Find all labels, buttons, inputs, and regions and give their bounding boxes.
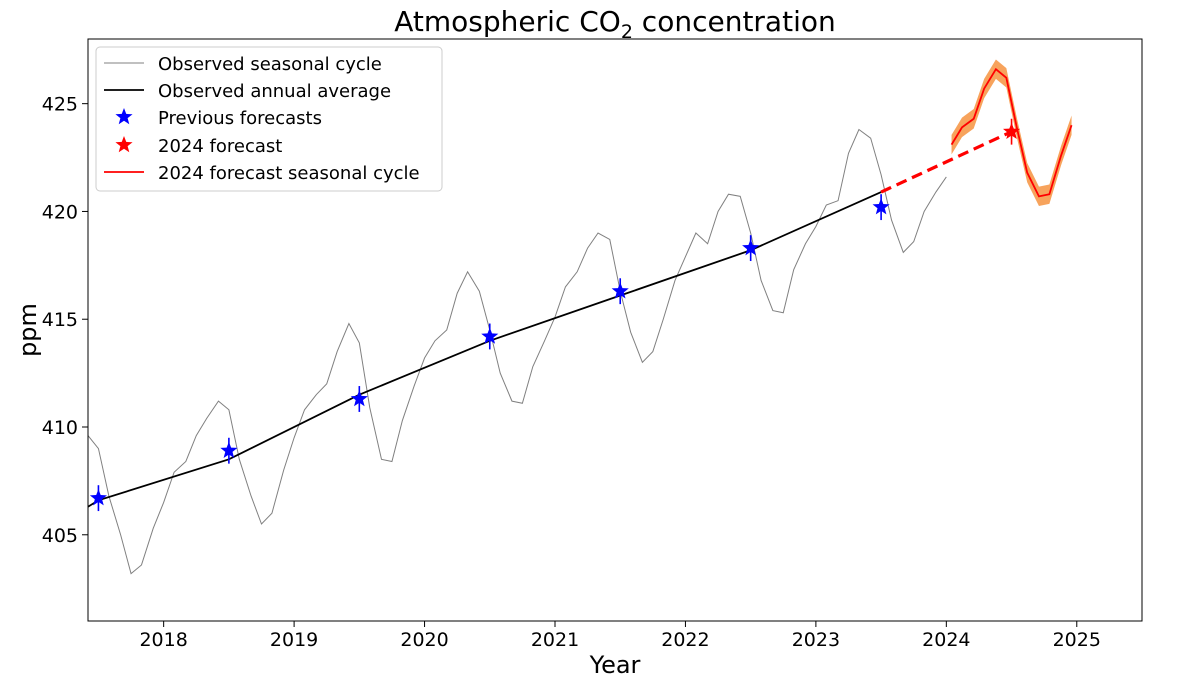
- x-axis: 2018 2019 2020 2021 2022 2023 2024 2025: [139, 621, 1101, 651]
- x-tick-label: 2021: [531, 629, 579, 651]
- legend: Observed seasonal cycle Observed annual …: [95, 46, 443, 192]
- legend-entry-annual: Observed annual average: [104, 81, 391, 102]
- y-tick-label: 410: [42, 417, 78, 439]
- legend-star-red-icon: [115, 136, 133, 153]
- legend-frame: [95, 46, 443, 192]
- y-axis: 405 410 415 420 425: [42, 94, 88, 547]
- legend-star-blue-icon: [115, 108, 133, 125]
- legend-label-forecast: 2024 forecast: [158, 136, 282, 157]
- legend-label-seasonal: Observed seasonal cycle: [158, 54, 382, 75]
- legend-entry-forecast-cycle: 2024 forecast seasonal cycle: [104, 163, 420, 184]
- forecast-2024-point: [1002, 122, 1021, 139]
- legend-entry-forecast: 2024 forecast: [115, 136, 282, 157]
- previous-forecast-point: [742, 239, 760, 256]
- x-tick-label: 2019: [270, 629, 318, 651]
- series-forecast-cycle-line: [950, 67, 1073, 198]
- x-tick-label: 2025: [1053, 629, 1101, 651]
- x-tick-label: 2022: [661, 629, 709, 651]
- x-tick-label: 2023: [792, 629, 840, 651]
- previous-forecast-point: [220, 441, 238, 458]
- y-tick-label: 420: [42, 201, 78, 223]
- y-tick-label: 405: [42, 525, 78, 547]
- chart-title: Atmospheric CO2 concentration: [394, 5, 835, 43]
- previous-forecast-point: [481, 327, 499, 344]
- trend-extension-dashed: [880, 130, 1013, 194]
- previous-forecast-point: [350, 389, 368, 407]
- plot-area: [88, 59, 1073, 575]
- previous-forecast-point: [872, 198, 890, 215]
- legend-label-annual: Observed annual average: [158, 81, 391, 102]
- legend-entry-previous: Previous forecasts: [115, 108, 322, 129]
- x-tick-label: 2020: [400, 629, 448, 651]
- y-tick-label: 415: [42, 309, 78, 331]
- title-subscript: 2: [621, 21, 633, 43]
- series-seasonal-line: [88, 128, 947, 575]
- x-tick-label: 2018: [139, 629, 187, 651]
- previous-forecast-point: [611, 282, 629, 299]
- y-axis-title: ppm: [14, 303, 42, 357]
- legend-label-forecast-cycle: 2024 forecast seasonal cycle: [158, 163, 420, 184]
- previous-forecast-point: [89, 489, 107, 506]
- legend-label-previous: Previous forecasts: [158, 108, 322, 129]
- legend-entry-seasonal: Observed seasonal cycle: [104, 54, 382, 75]
- series-annual-line: [88, 191, 882, 508]
- y-tick-label: 425: [42, 94, 78, 116]
- axes-frame: [87, 38, 1143, 622]
- x-axis-title: Year: [589, 651, 641, 679]
- x-tick-label: 2024: [922, 629, 970, 651]
